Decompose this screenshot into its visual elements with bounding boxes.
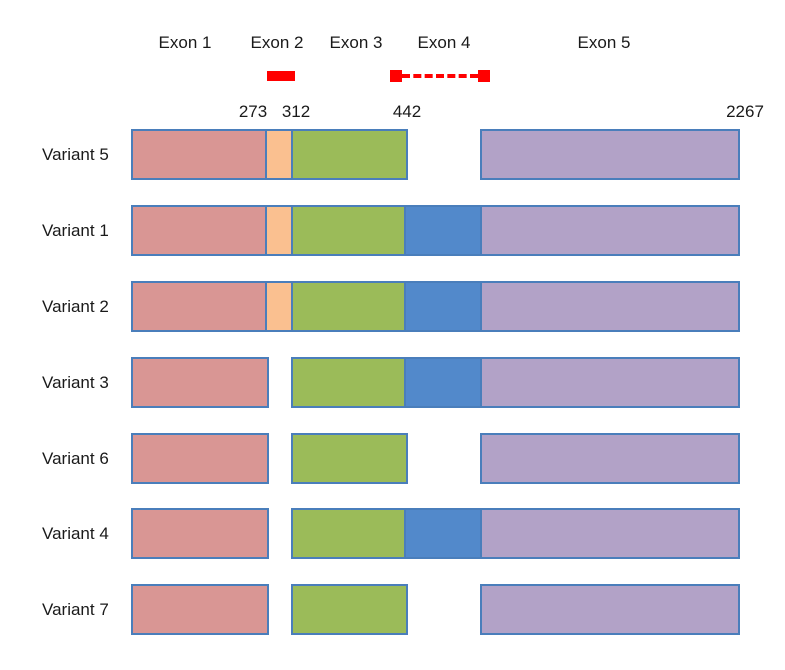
segment-exon-3 bbox=[291, 584, 408, 635]
segment-exon-3 bbox=[291, 357, 408, 408]
segment-exon-1 bbox=[131, 205, 269, 256]
coordinate-label-2267: 2267 bbox=[726, 102, 764, 121]
exon-label-exon-4: Exon 4 bbox=[417, 33, 471, 52]
variant-label-variant-6: Variant 6 bbox=[42, 448, 109, 468]
segment-exon-5 bbox=[480, 508, 740, 559]
segment-exon-3 bbox=[291, 281, 408, 332]
variant-label-variant-7: Variant 7 bbox=[42, 599, 109, 619]
segment-exon-1 bbox=[131, 357, 269, 408]
segment-exon-3 bbox=[291, 129, 408, 180]
dashed-probe-line bbox=[402, 74, 478, 78]
segment-exon-1 bbox=[131, 129, 269, 180]
exon4-dashed-probe-marker bbox=[390, 70, 490, 82]
exon-label-exon-2: Exon 2 bbox=[250, 33, 304, 52]
segment-exon-4 bbox=[404, 205, 484, 256]
dashed-probe-left-cap bbox=[390, 70, 402, 82]
variant-label-variant-3: Variant 3 bbox=[42, 372, 109, 392]
variant-label-variant-2: Variant 2 bbox=[42, 296, 109, 316]
variant-label-variant-5: Variant 5 bbox=[42, 144, 109, 164]
segment-exon-5 bbox=[480, 433, 740, 484]
coordinate-label-273: 273 bbox=[238, 102, 268, 121]
segment-exon-4 bbox=[404, 281, 484, 332]
segment-exon-1 bbox=[131, 584, 269, 635]
exon-label-exon-1: Exon 1 bbox=[158, 33, 212, 52]
segment-exon-5 bbox=[480, 129, 740, 180]
segment-exon-5 bbox=[480, 357, 740, 408]
variant-label-variant-4: Variant 4 bbox=[42, 523, 109, 543]
variant-label-variant-1: Variant 1 bbox=[42, 220, 109, 240]
dashed-probe-right-cap bbox=[478, 70, 490, 82]
segment-exon-5 bbox=[480, 205, 740, 256]
segment-exon-4 bbox=[404, 508, 484, 559]
segment-exon-2 bbox=[265, 281, 295, 332]
segment-exon-1 bbox=[131, 281, 269, 332]
segment-exon-3 bbox=[291, 433, 408, 484]
coordinate-label-442: 442 bbox=[392, 102, 422, 121]
segment-exon-5 bbox=[480, 281, 740, 332]
segment-exon-4 bbox=[404, 357, 484, 408]
segment-exon-1 bbox=[131, 508, 269, 559]
segment-exon-5 bbox=[480, 584, 740, 635]
exon-label-exon-5: Exon 5 bbox=[577, 33, 631, 52]
segment-exon-3 bbox=[291, 508, 408, 559]
exon-label-exon-3: Exon 3 bbox=[329, 33, 383, 52]
coordinate-label-312: 312 bbox=[281, 102, 311, 121]
segment-exon-1 bbox=[131, 433, 269, 484]
exon2-probe-marker bbox=[267, 71, 295, 81]
segment-exon-3 bbox=[291, 205, 408, 256]
